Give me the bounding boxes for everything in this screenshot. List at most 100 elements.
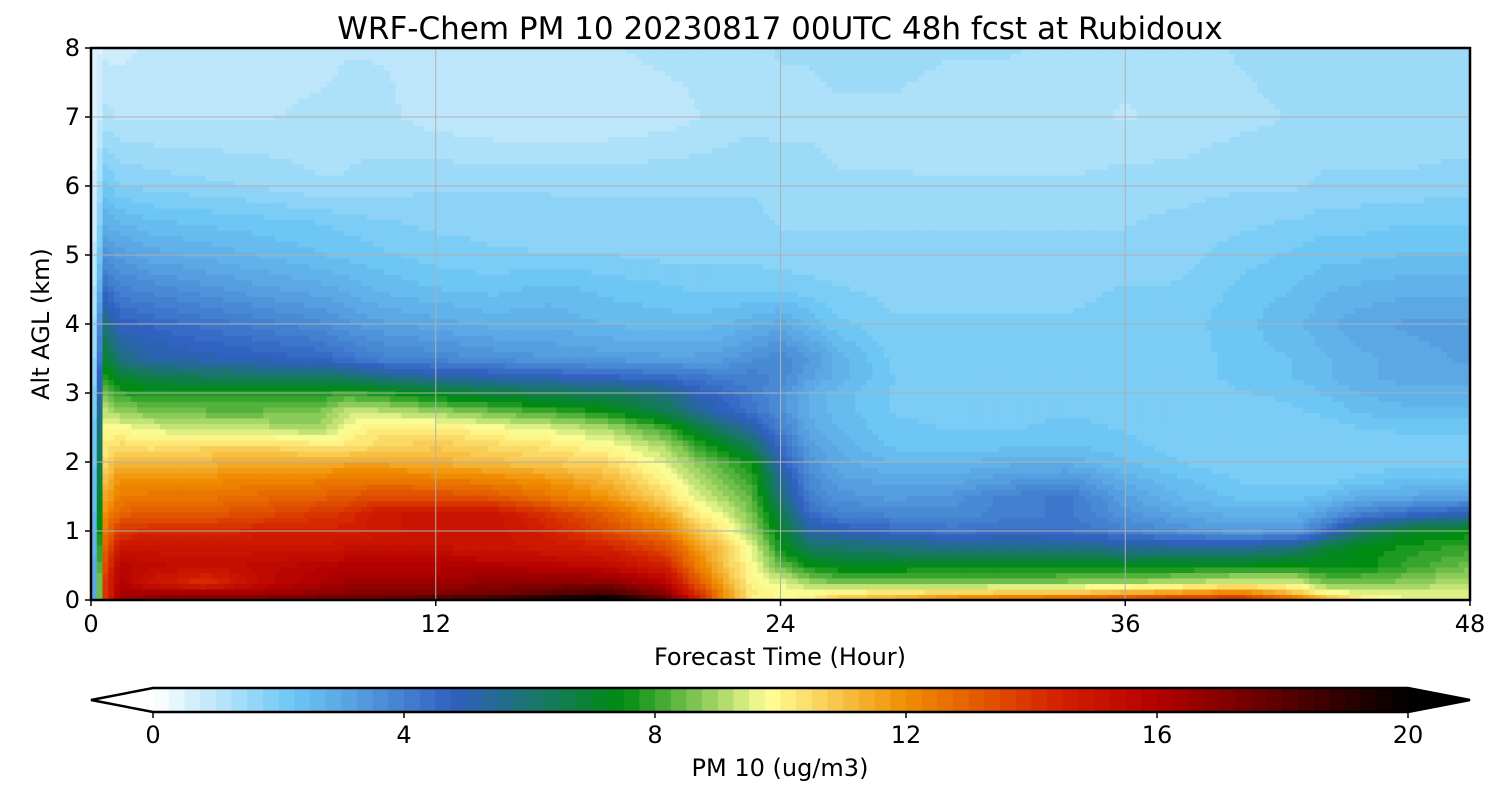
heatmap-cell (510, 490, 516, 496)
heatmap-cell (1097, 512, 1103, 518)
heatmap-cell (464, 484, 470, 490)
heatmap-cell (769, 501, 775, 507)
heatmap-cell (562, 523, 568, 529)
heatmap-cell (1010, 490, 1016, 496)
heatmap-cell (1246, 589, 1252, 595)
heatmap-cell (482, 567, 488, 573)
heatmap-cell (378, 490, 384, 496)
heatmap-cell (528, 484, 534, 490)
heatmap-cell (752, 539, 758, 545)
heatmap-cell (970, 534, 976, 540)
heatmap-cell (1160, 583, 1166, 589)
heatmap-cell (528, 578, 534, 584)
heatmap-cell (1160, 495, 1166, 501)
heatmap-cell (396, 501, 402, 507)
heatmap-cell (1246, 545, 1252, 551)
heatmap-cell (1292, 550, 1298, 556)
heatmap-cell (574, 495, 580, 501)
heatmap-cell (689, 556, 695, 562)
heatmap-cell (246, 567, 252, 573)
heatmap-cell (941, 572, 947, 578)
heatmap-cell (321, 501, 327, 507)
heatmap-cell (1372, 534, 1378, 540)
heatmap-cell (556, 572, 562, 578)
heatmap-cell (562, 578, 568, 584)
heatmap-cell (1332, 589, 1338, 595)
heatmap-cell (522, 484, 528, 490)
heatmap-cell (154, 506, 160, 512)
heatmap-cell (355, 501, 361, 507)
heatmap-cell (901, 517, 907, 523)
heatmap-cell (459, 506, 465, 512)
heatmap-cell (1436, 534, 1442, 540)
heatmap-cell (470, 506, 476, 512)
heatmap-cell (660, 556, 666, 562)
heatmap-cell (585, 501, 591, 507)
heatmap-cell (884, 490, 890, 496)
heatmap-cell (1188, 506, 1194, 512)
heatmap-cell (740, 495, 746, 501)
heatmap-cell (1033, 572, 1039, 578)
heatmap-cell (1286, 539, 1292, 545)
heatmap-cell (355, 567, 361, 573)
heatmap-cell (551, 534, 557, 540)
heatmap-cell (1102, 578, 1108, 584)
heatmap-cell (350, 545, 356, 551)
heatmap-cell (1160, 501, 1166, 507)
heatmap-cell (890, 561, 896, 567)
heatmap-cell (510, 550, 516, 556)
heatmap-cell (993, 484, 999, 490)
heatmap-cell (907, 545, 913, 551)
heatmap-cell (694, 484, 700, 490)
heatmap-cell (1074, 517, 1080, 523)
heatmap-cell (844, 523, 850, 529)
heatmap-cell (1349, 506, 1355, 512)
heatmap-cell (677, 534, 683, 540)
heatmap-cell (631, 561, 637, 567)
heatmap-cell (1303, 589, 1309, 595)
heatmap-cell (781, 517, 787, 523)
heatmap-cell (1097, 578, 1103, 584)
heatmap-cell (1378, 583, 1384, 589)
heatmap-cell (1160, 561, 1166, 567)
heatmap-cell (367, 550, 373, 556)
heatmap-cell (327, 578, 333, 584)
heatmap-cell (878, 567, 884, 573)
heatmap-cell (930, 534, 936, 540)
heatmap-cell (608, 490, 614, 496)
heatmap-cell (442, 550, 448, 556)
heatmap-cell (1188, 501, 1194, 507)
heatmap-cell (1028, 484, 1034, 490)
heatmap-cell (1384, 578, 1390, 584)
heatmap-cell (895, 561, 901, 567)
heatmap-cell (177, 501, 183, 507)
heatmap-cell (826, 495, 832, 501)
heatmap-cell (166, 578, 172, 584)
heatmap-cell (758, 484, 764, 490)
heatmap-cell (1292, 539, 1298, 545)
heatmap-cell (602, 550, 608, 556)
heatmap-cell (1171, 490, 1177, 496)
heatmap-cell (355, 512, 361, 518)
heatmap-cell (832, 567, 838, 573)
heatmap-cell (292, 506, 298, 512)
heatmap-cell (1160, 567, 1166, 573)
heatmap-cell (1401, 506, 1407, 512)
heatmap-cell (309, 589, 315, 595)
heatmap-cell (148, 490, 154, 496)
heatmap-cell (976, 539, 982, 545)
heatmap-cell (654, 578, 660, 584)
heatmap-cell (1171, 583, 1177, 589)
heatmap-cell (1430, 495, 1436, 501)
heatmap-cell (556, 567, 562, 573)
heatmap-cell (838, 550, 844, 556)
heatmap-cell (1441, 567, 1447, 573)
heatmap-cell (1051, 517, 1057, 523)
heatmap-cell (447, 490, 453, 496)
heatmap-cell (1211, 545, 1217, 551)
heatmap-cell (384, 534, 390, 540)
heatmap-cell (712, 567, 718, 573)
heatmap-cell (304, 484, 310, 490)
heatmap-cell (1280, 539, 1286, 545)
heatmap-cell (499, 495, 505, 501)
